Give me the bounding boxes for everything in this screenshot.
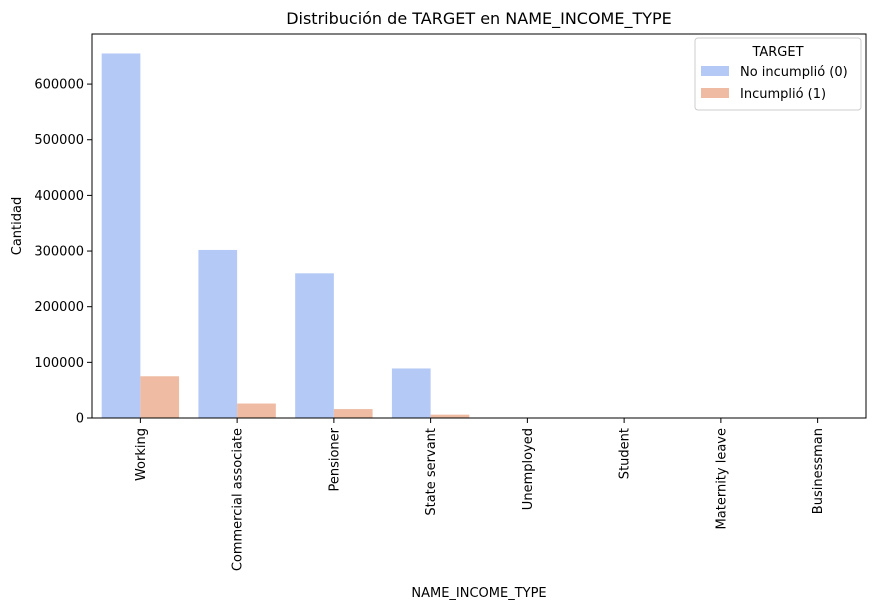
x-tick-label-1: Commercial associate xyxy=(231,428,246,571)
bar-incumplio-3 xyxy=(430,414,470,418)
y-tick-label-1: 100000 xyxy=(34,356,84,371)
bar-no-incumplio-2 xyxy=(295,273,334,418)
y-tick-label-4: 400000 xyxy=(34,189,84,204)
y-tick-label-5: 500000 xyxy=(34,133,84,148)
y-tick-label-3: 300000 xyxy=(34,245,84,260)
legend-swatch-no-incumplio xyxy=(701,66,729,76)
bar-no-incumplio-3 xyxy=(391,368,431,418)
bar-incumplio-2 xyxy=(333,409,373,418)
bars-layer xyxy=(101,53,818,418)
bar-incumplio-1 xyxy=(237,403,276,418)
y-tick-label-0: 0 xyxy=(76,412,84,427)
bar-incumplio-0 xyxy=(140,376,180,418)
bar-no-incumplio-0 xyxy=(101,53,141,418)
y-tick-label-6: 600000 xyxy=(34,78,84,93)
legend-swatch-incumplio xyxy=(701,88,729,98)
chart-title: Distribución de TARGET en NAME_INCOME_TY… xyxy=(286,9,672,29)
legend-label-incumplio: Incumplió (1) xyxy=(740,87,826,102)
x-tick-label-6: Maternity leave xyxy=(714,428,729,529)
x-axis: Working Commercial associate Pensioner Stat… xyxy=(134,418,826,571)
x-tick-label-3: State servant xyxy=(424,428,439,516)
bar-no-incumplio-1 xyxy=(198,249,238,418)
x-tick-label-4: Unemployed xyxy=(521,428,536,510)
legend: TARGET No incumplió (0) Incumplió (1) xyxy=(694,37,862,111)
legend-title: TARGET xyxy=(751,45,803,60)
x-tick-label-0: Working xyxy=(134,428,149,481)
plot-frame xyxy=(91,33,867,419)
x-tick-label-2: Pensioner xyxy=(327,427,342,491)
x-tick-label-5: Student xyxy=(618,428,633,479)
y-axis-label: Cantidad xyxy=(10,197,25,255)
legend-box xyxy=(694,37,862,111)
x-axis-label: NAME_INCOME_TYPE xyxy=(411,586,546,601)
x-tick-label-7: Businessman xyxy=(811,428,826,514)
y-tick-label-2: 200000 xyxy=(34,300,84,315)
legend-label-no-incumplio: No incumplió (0) xyxy=(740,65,848,80)
y-axis: 0 100000 200000 300000 400000 500000 600000 xyxy=(34,78,92,427)
